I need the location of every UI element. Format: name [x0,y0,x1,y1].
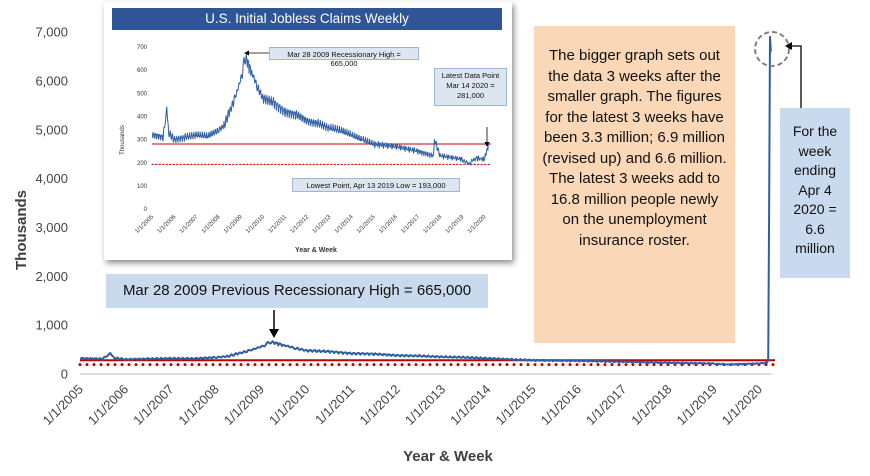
inset-chart-plot: Thousands Year & Week 0 100 200 300 400 500 60… [120,45,492,254]
inset-x-tick-label: 1/1/2008 [201,214,222,235]
inset-x-tick-label: 1/1/2006 [157,214,178,235]
y-tick-label: 4,000 [35,171,68,186]
inset-y-axis-title: Thousands [120,125,126,155]
inset-x-tick-label: 1/1/2018 [422,214,443,235]
x-tick-label: 1/1/2017 [583,382,629,428]
inset-y-tick-label: 400 [137,115,148,121]
x-tick-label: 1/1/2016 [538,382,584,428]
inset-y-tick-label: 300 [137,138,148,144]
inset-y-tick-label: 0 [144,207,148,213]
y-tick-label: 5,000 [35,122,68,137]
series-line [79,35,772,366]
x-tick-label: 1/1/2010 [266,382,312,428]
inset-y-tick-labels: 0 100 200 300 400 500 600 700 [137,45,148,213]
inset-x-axis-title: Year & Week [295,247,337,254]
latest-week-note: For the week ending Apr 4 2020 = 6.6 mil… [780,108,850,278]
explanation-note: The bigger graph sets out the data 3 wee… [534,26,735,343]
peak-arrowhead [269,329,279,338]
inset-x-tick-label: 1/1/2014 [334,214,355,235]
x-tick-label: 1/1/2018 [628,382,674,428]
recession-high-note: Mar 28 2009 Previous Recessionary High =… [106,274,488,308]
latest-point-circle [754,31,790,67]
inset-x-tick-label: 1/1/2011 [268,214,289,235]
inset-y-tick-label: 500 [137,91,148,97]
x-tick-label: 1/1/2009 [221,382,267,428]
x-tick-label: 1/1/2007 [130,382,176,428]
x-tick-label: 1/1/2012 [357,382,403,428]
y-tick-label: 2,000 [35,269,68,284]
inset-callout-latest: Latest Data Point Mar 14 2020 = 281,000 [434,68,507,106]
inset-callout-high: Mar 28 2009 Recessionary High = 665,000 [269,47,419,68]
x-tick-label: 1/1/2011 [312,382,358,428]
y-tick-label: 1,000 [35,318,68,333]
x-tick-label: 1/1/2005 [40,382,86,428]
x-tick-label: 1/1/2013 [402,382,448,428]
inset-x-tick-label: 1/1/2009 [223,214,244,235]
inset-x-tick-label: 1/1/2020 [467,214,488,235]
inset-x-tick-label: 1/1/2005 [134,214,155,235]
y-tick-label: 7,000 [35,25,68,40]
inset-x-tick-label: 1/1/2010 [245,214,266,235]
reference-lines [78,359,777,367]
inset-x-tick-label: 1/1/2013 [312,214,333,235]
y-axis-title: Thousands [13,190,30,270]
y-tick-label: 0 [61,367,68,382]
inset-chart-title: U.S. Initial Jobless Claims Weekly [112,8,502,30]
inset-x-tick-label: 1/1/2015 [356,214,377,235]
inset-arrowhead-high [244,50,249,56]
inset-x-tick-label: 1/1/2017 [400,214,421,235]
inset-x-tick-label: 1/1/2016 [378,214,399,235]
week-arrowhead [785,42,792,50]
x-tick-label: 1/1/2015 [492,382,538,428]
inset-x-tick-labels: 1/1/2005 1/1/2006 1/1/2007 1/1/2008 1/1/2009… [134,214,488,235]
inset-y-tick-label: 100 [137,184,148,190]
inset-x-tick-label: 1/1/2007 [179,214,200,235]
y-tick-labels: 0 1,000 2,000 3,000 4,000 5,000 6,000 7,000 [35,25,68,382]
x-tick-label: 1/1/2020 [719,382,765,428]
inset-y-tick-label: 200 [137,161,148,167]
y-tick-label: 3,000 [35,220,68,235]
y-tick-label: 6,000 [35,73,68,88]
inset-x-tick-label: 1/1/2012 [290,214,311,235]
inset-series-group [151,54,489,166]
x-tick-label: 1/1/2006 [85,382,131,428]
x-tick-label: 1/1/2014 [447,382,493,428]
inset-series-line [151,54,489,166]
x-tick-label: 1/1/2008 [175,382,221,428]
inset-chart: Thousands Year & Week 0 100 200 300 400 500 60… [104,2,512,260]
x-axis-title: Year & Week [403,448,493,465]
inset-arrowhead-latest [484,142,490,147]
week-arrow [790,45,802,108]
x-tick-label: 1/1/2019 [674,382,720,428]
inset-y-tick-label: 600 [137,68,148,74]
inset-y-tick-label: 700 [137,45,148,51]
inset-callout-low: Lowest Point, Apr 13 2019 Low = 193,000 [292,178,460,192]
x-tick-labels: 1/1/20051/1/20061/1/20071/1/20081/1/2009… [40,382,766,428]
inset-x-tick-label: 1/1/2019 [445,214,466,235]
series-group [79,35,772,366]
